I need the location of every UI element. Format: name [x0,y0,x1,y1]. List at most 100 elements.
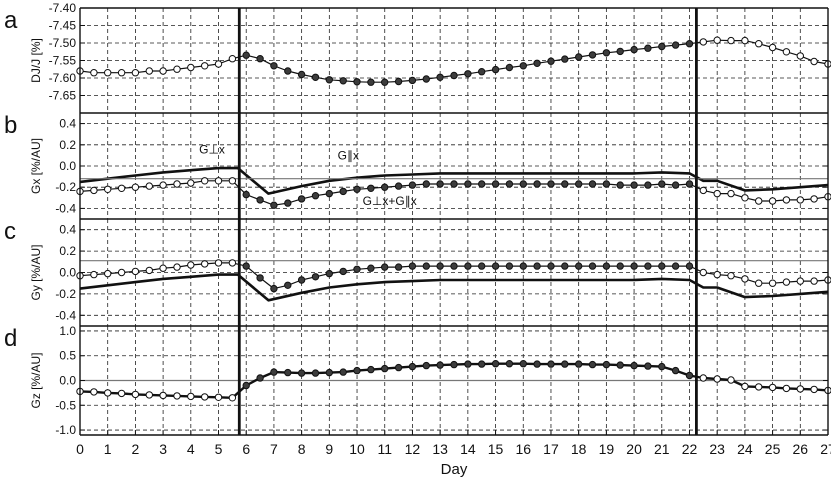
x-tick-label: 9 [325,441,333,457]
data-point [256,274,264,282]
x-tick-label: 14 [460,441,476,457]
data-point [491,360,500,368]
data-point [90,270,98,279]
data-point [519,360,527,368]
frame-layer [79,7,829,436]
data-point [782,384,791,393]
data-point [270,368,278,376]
data-point [602,180,611,188]
data-point [325,189,333,198]
data-point [381,364,389,373]
data-point [464,70,472,78]
data-point [104,389,112,397]
data-point [117,69,126,77]
data-point [630,45,638,54]
y-tick-label: -0.5 [55,398,76,412]
x-tick-label: 6 [242,441,250,457]
data-point [325,76,333,84]
data-point [768,383,777,392]
y-tick-label: -7.55 [49,54,77,68]
data-point [630,262,638,270]
data-point [394,263,403,271]
y-tick-label: -7.60 [49,71,77,85]
data-point [256,374,264,382]
data-point [685,180,694,188]
data-point [505,262,514,270]
data-point [768,43,777,52]
y-axis-label: Gz [%/AU] [29,352,43,408]
data-point [436,262,444,270]
x-tick-label: 22 [682,441,698,457]
y-tick-label: 0.0 [59,159,76,173]
data-point [741,36,749,45]
data-point [242,190,250,199]
data-point [796,196,804,204]
data-point [671,366,680,375]
data-point [699,268,707,277]
data-point [173,392,181,400]
x-tick-label: 7 [270,441,278,457]
data-point [616,181,624,189]
data-point [727,36,735,45]
data-point [90,388,98,396]
data-point [173,263,181,271]
data-point [159,181,167,189]
data-point [187,179,195,187]
data-point [187,63,195,72]
data-point [173,180,181,188]
data-point [588,262,597,270]
data-point [464,180,472,188]
data-point [575,53,583,61]
data-point [616,47,624,56]
data-point [450,180,458,188]
data-point [131,267,140,276]
data-point [270,62,278,70]
data-point [117,184,126,193]
data-point [270,284,278,293]
data-point [658,42,666,51]
data-point [394,182,403,190]
data-point [159,264,167,272]
data-point [561,360,569,368]
data-point [768,197,777,205]
data-point [228,177,237,185]
panel-letter: c [4,218,16,245]
data-point [741,275,749,283]
data-point [450,360,458,369]
y-tick-label: -0.2 [55,180,76,194]
data-point [353,366,361,375]
data-point [644,362,652,370]
data-point [201,62,209,70]
data-point [408,181,417,189]
data-point [256,55,264,63]
y-tick-label: 0.2 [59,244,76,258]
annotation: G⊥x [199,142,225,156]
data-point [353,265,361,273]
data-point [214,259,223,267]
data-point [394,77,403,86]
x-tick-label: 27 [820,441,831,457]
data-point [117,268,126,277]
x-tick-label: 21 [654,441,670,457]
data-point [325,368,333,377]
panel-letter: b [4,112,17,139]
data-point [104,269,112,278]
data-point [727,376,735,384]
data-point [699,38,707,46]
y-tick-label: -7.50 [49,36,77,50]
y-tick-label: -7.45 [49,19,77,33]
data-point [145,182,154,190]
x-tick-label: 20 [626,441,642,457]
y-tick-label: 0.0 [59,374,76,388]
x-tick-label: 17 [543,441,559,457]
data-point [214,177,223,185]
data-point [713,189,721,198]
x-tick-label: 16 [515,441,531,457]
y-tick-label: 0.4 [59,223,76,237]
text-layer: -7.65 -7.60 -7.55 -7.50 -7.45 -7.40 a DJ/J [%] -… [4,1,831,457]
data-point [436,73,444,82]
y-tick-label: 0.0 [59,266,76,280]
data-point [561,55,569,63]
data-point [284,199,292,207]
x-tick-label: 24 [737,441,753,457]
